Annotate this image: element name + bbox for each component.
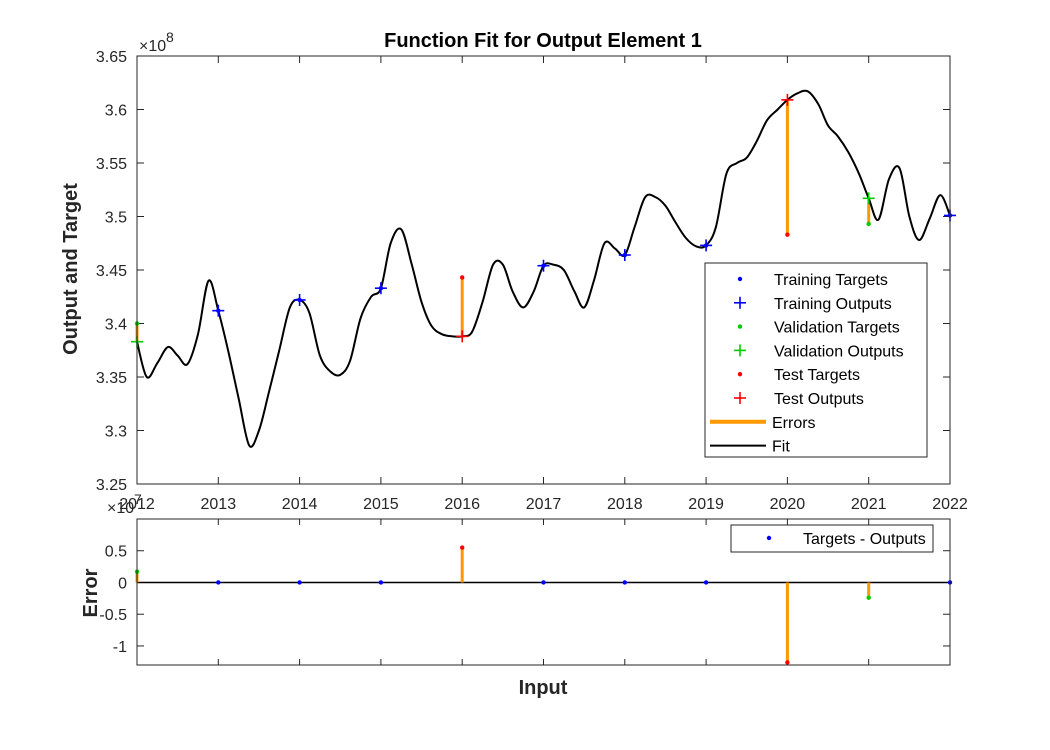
top-x-tick-label: 2021	[851, 496, 887, 513]
validation-output-marker	[862, 192, 875, 205]
top-y-exponent-base: ×10	[139, 38, 166, 55]
test-target-marker	[460, 275, 465, 280]
legend-label: Errors	[772, 415, 816, 432]
top-y-tick-labels: 3.25 3.3 3.35 3.4 3.45 3.5 3.55 3.6 3.65	[96, 49, 127, 494]
validation-target-marker	[866, 221, 871, 227]
top-y-tick-label: 3.35	[96, 370, 127, 387]
training-error-marker	[297, 580, 302, 585]
top-y-tick-label: 3.55	[96, 156, 127, 173]
top-x-tick-label: 2022	[932, 496, 968, 513]
training-error-marker	[622, 580, 627, 585]
training-output-marker	[700, 239, 713, 252]
x-axis-label: Input	[519, 677, 568, 699]
top-x-tick-labels: 2012 2013 2014 2015 2016 2017 2018 2019 2020 2021…	[119, 496, 968, 513]
test-error-marker	[785, 660, 790, 665]
legend-label: Training Targets	[774, 272, 888, 289]
top-y-exponent: ×10 8	[139, 29, 174, 55]
top-y-axis-label: Output and Target	[60, 183, 82, 355]
legend-label: Test Outputs	[774, 391, 864, 408]
validation-error-marker	[866, 595, 871, 600]
training-error-marker	[541, 580, 546, 585]
top-plot-frame	[136, 55, 951, 485]
bottom-y-tick-label: -0.5	[99, 607, 127, 624]
top-y-tick-label: 3.45	[96, 263, 127, 280]
top-y-tick-label: 3.25	[96, 477, 127, 494]
bottom-y-exponent-power: 7	[134, 491, 142, 507]
error-legend: Targets - Outputs	[730, 524, 934, 553]
bottom-y-tick-label: 0.5	[105, 544, 127, 561]
top-x-tick-label: 2014	[282, 496, 318, 513]
training-output-marker	[374, 282, 387, 295]
test-target-marker	[785, 232, 790, 237]
top-y-tick-label: 3.4	[105, 317, 127, 334]
top-x-tick-label: 2015	[363, 496, 399, 513]
top-y-tick-label: 3.3	[105, 424, 127, 441]
legend-label: Validation Outputs	[774, 343, 904, 360]
bottom-error-markers	[134, 545, 953, 665]
test-output-marker	[456, 330, 469, 343]
error-legend-box	[730, 524, 934, 553]
bottom-y-exponent-base: ×10	[107, 500, 134, 517]
top-x-tick-label: 2013	[201, 496, 237, 513]
legend-label: Validation Targets	[774, 320, 900, 337]
training-error-marker	[703, 580, 709, 585]
bottom-y-axis-label: Error	[80, 568, 102, 617]
test-output-marker	[781, 93, 794, 106]
training-output-marker	[618, 249, 631, 262]
bottom-y-tick-labels: -1 -0.5 0 0.5	[99, 544, 127, 656]
legend-marker-dot	[737, 276, 743, 282]
chart-title: Function Fit for Output Element 1	[384, 30, 702, 52]
bottom-y-exponent: ×10 7	[107, 491, 142, 517]
legend-label: Test Targets	[774, 367, 860, 384]
error-plot: ×10 7 Error Input -1 -0.5 0 0.5 Targets - O…	[80, 491, 953, 699]
top-x-tick-label: 2016	[444, 496, 480, 513]
legend-marker-dot	[737, 324, 743, 329]
fit-legend: Training Targets Training Outputs Validati…	[704, 262, 928, 458]
fit-plot: Function Fit for Output Element 1 ×10 8 …	[60, 29, 968, 513]
legend-label: Fit	[772, 439, 790, 456]
error-legend-marker	[766, 535, 772, 541]
top-x-tick-label: 2020	[770, 496, 806, 513]
top-y-tick-label: 3.5	[105, 210, 127, 227]
legend-label: Training Outputs	[774, 296, 892, 313]
training-output-marker	[293, 293, 306, 306]
top-x-tick-label: 2018	[607, 496, 643, 513]
bottom-error-bars	[135, 547, 871, 663]
fit-legend-box	[704, 262, 928, 458]
legend-marker-dot	[737, 372, 743, 377]
top-y-tick-label: 3.6	[105, 103, 127, 120]
bottom-y-tick-label: -1	[113, 639, 127, 656]
test-error-marker	[460, 545, 465, 550]
training-error-marker	[216, 580, 221, 585]
training-output-marker	[212, 304, 225, 317]
training-output-marker	[537, 259, 550, 272]
bottom-plot-frame	[136, 518, 951, 666]
top-y-exponent-power: 8	[166, 29, 174, 45]
top-x-tick-label: 2019	[688, 496, 724, 513]
top-x-tick-label: 2012	[119, 496, 155, 513]
error-legend-label: Targets - Outputs	[803, 531, 926, 548]
top-y-tick-label: 3.65	[96, 49, 127, 66]
training-error-marker	[378, 580, 384, 585]
bottom-y-tick-label: 0	[118, 575, 127, 592]
top-x-tick-label: 2017	[526, 496, 562, 513]
